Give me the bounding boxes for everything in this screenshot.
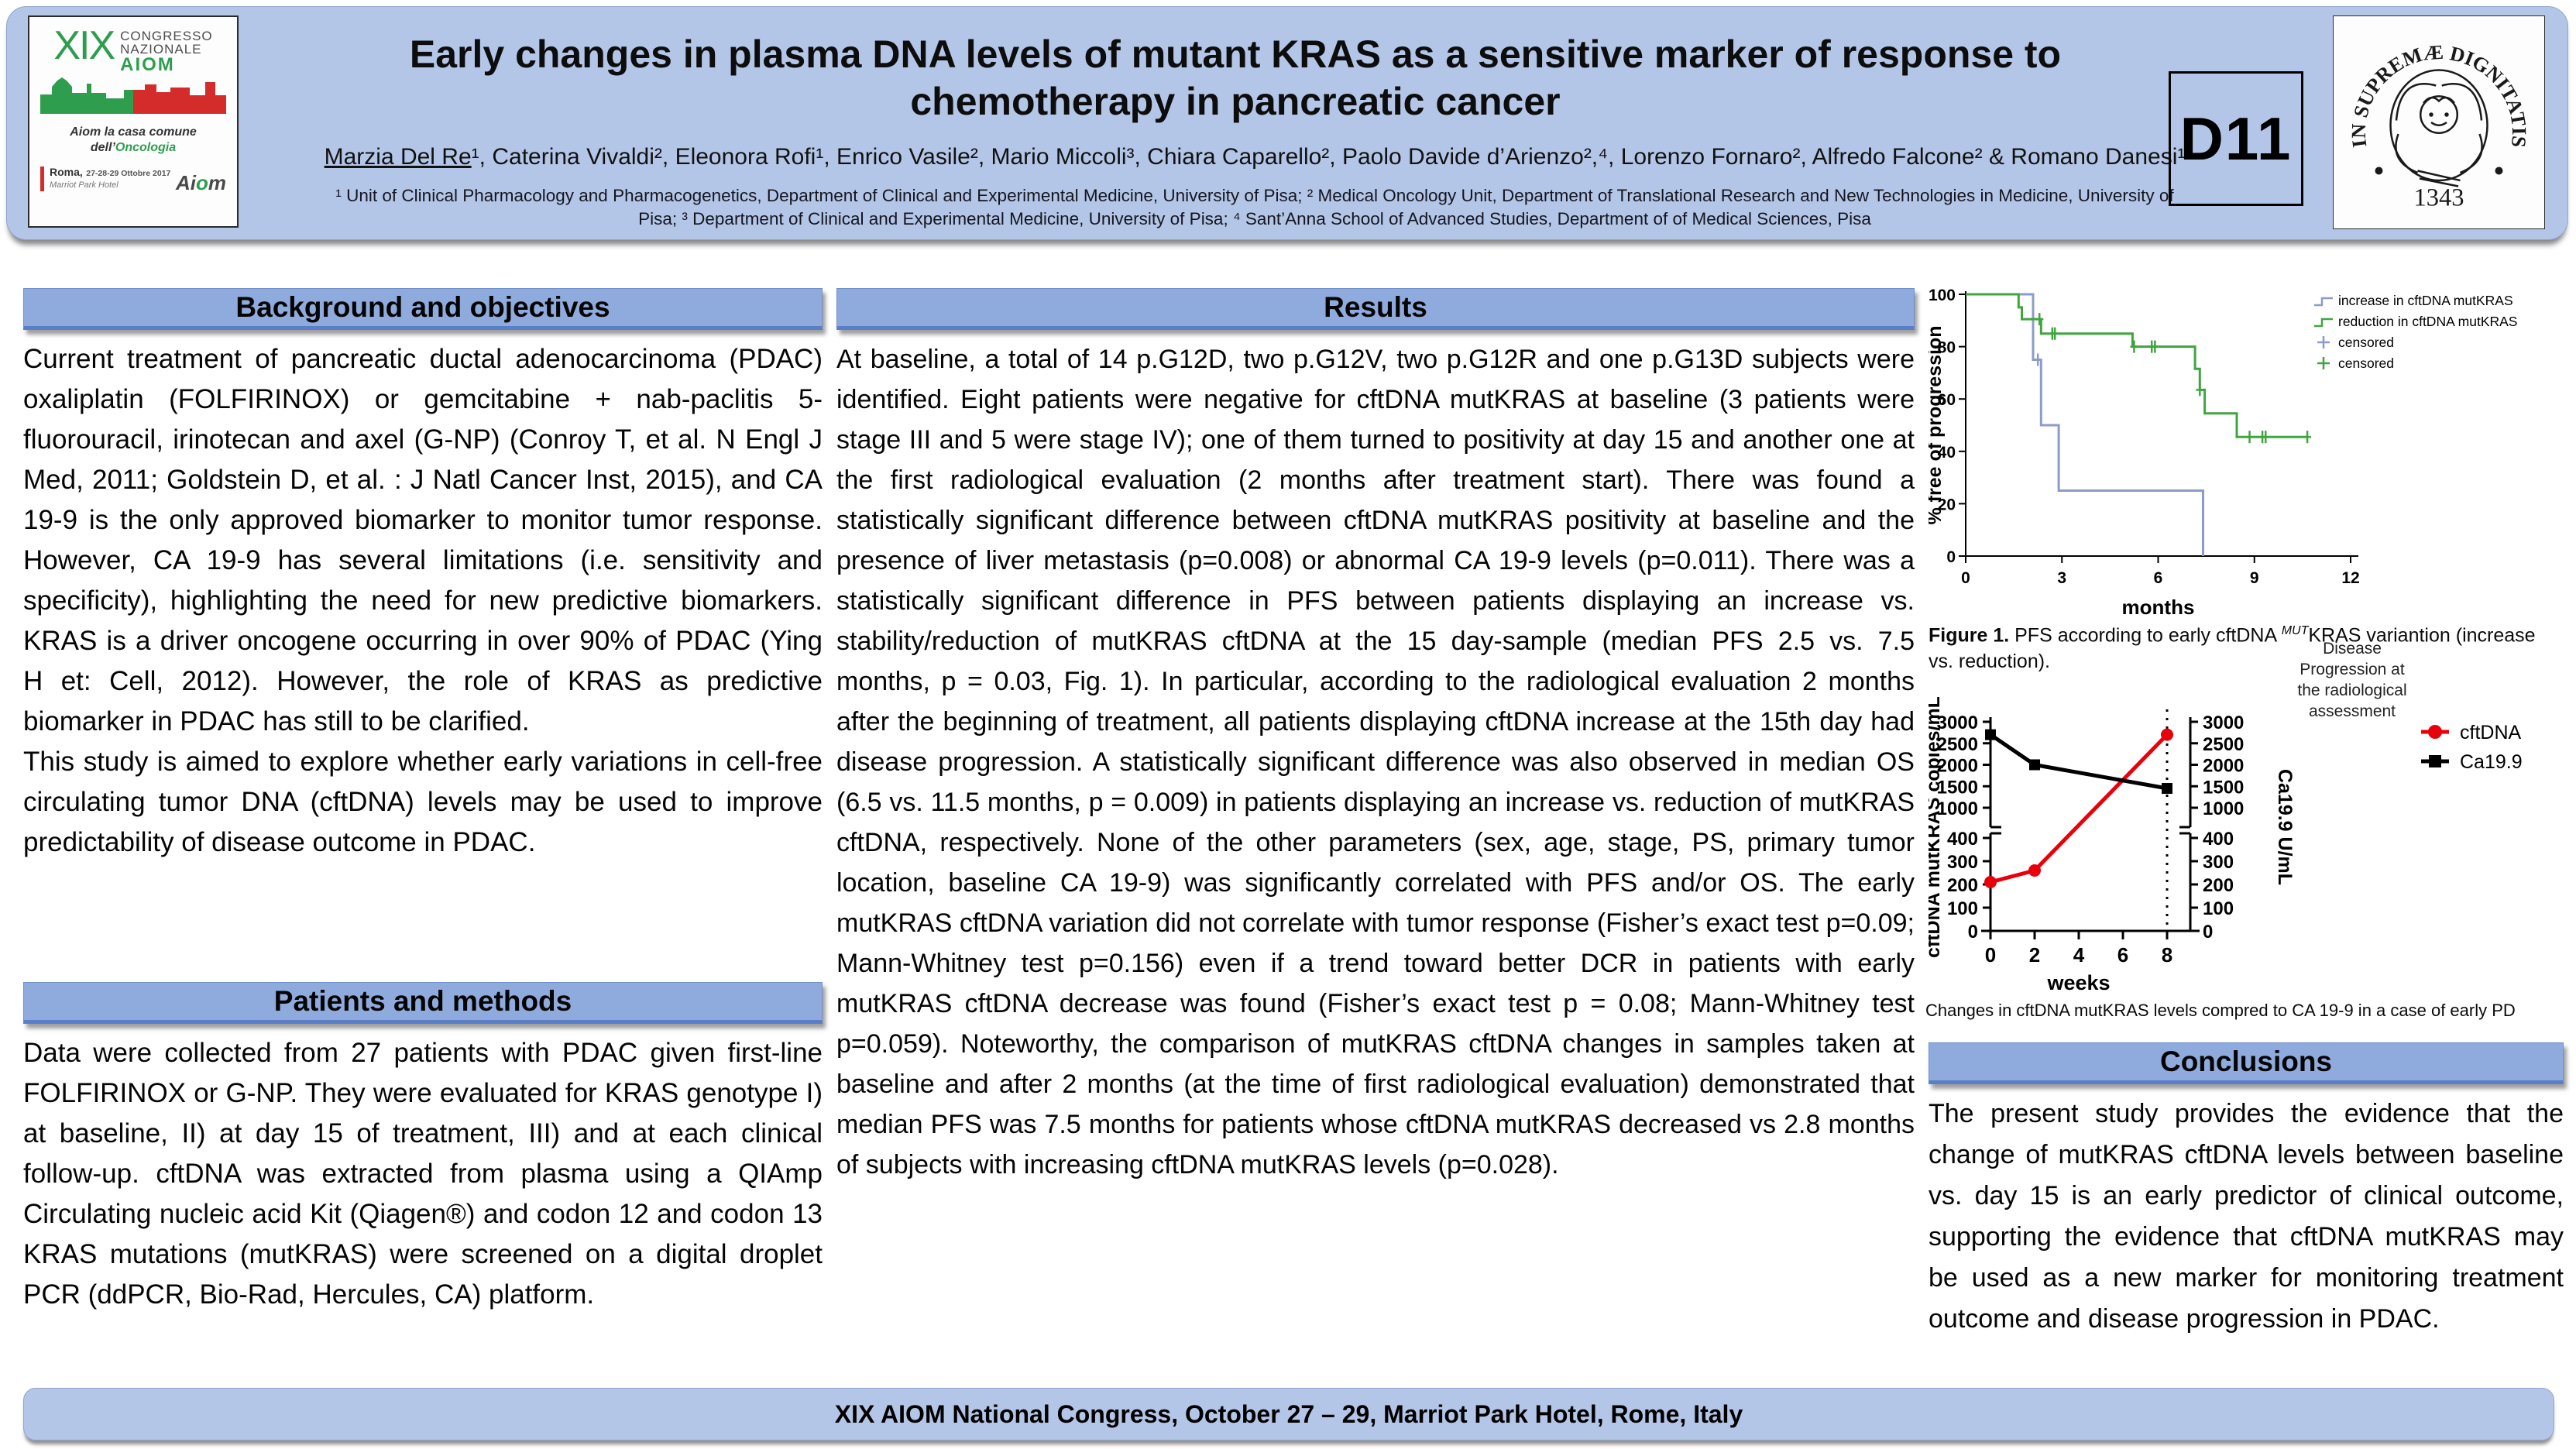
poster-number-badge: D11 bbox=[2169, 71, 2303, 206]
svg-text:1000: 1000 bbox=[2203, 798, 2244, 819]
svg-text:400: 400 bbox=[1947, 829, 1978, 850]
svg-text:400: 400 bbox=[2203, 829, 2234, 850]
svg-text:0: 0 bbox=[2203, 922, 2213, 943]
svg-text:200: 200 bbox=[1947, 875, 1978, 896]
poster-title: Early changes in plasma DNA levels of mu… bbox=[409, 33, 2062, 123]
svg-text:2500: 2500 bbox=[1937, 734, 1978, 755]
svg-text:80: 80 bbox=[1938, 339, 1956, 357]
svg-text:2: 2 bbox=[2029, 943, 2040, 967]
svg-text:9: 9 bbox=[2250, 569, 2259, 587]
brand-post: m bbox=[208, 171, 226, 194]
svg-text:6: 6 bbox=[2154, 569, 2163, 587]
pisa-seal-icon: IN SUPREMÆ DIGNITATIS 1343 bbox=[2348, 41, 2530, 212]
aiom-brand-mark: Aiom bbox=[175, 171, 226, 194]
congress-word-1: CONGRESSO bbox=[120, 29, 213, 43]
venue-hotel: Marriot Park Hotel bbox=[50, 180, 118, 190]
aiom-congress-logo: XIX CONGRESSO NAZIONALE AIOM Aiom la cas… bbox=[28, 15, 239, 228]
svg-text:300: 300 bbox=[1947, 852, 1978, 873]
disease-progression-annotation: Disease Progression at the radiological … bbox=[2297, 640, 2407, 720]
section-header-results: Results bbox=[836, 288, 1915, 330]
background-body: Current treatment of pancreatic ductal a… bbox=[23, 344, 823, 857]
congress-tagline-green: Oncologia bbox=[115, 141, 177, 154]
results-body: At baseline, a total of 14 p.G12D, two p… bbox=[836, 345, 1915, 1179]
svg-text:2000: 2000 bbox=[1937, 756, 1978, 777]
section-header-methods: Patients and methods bbox=[23, 982, 823, 1024]
svg-text:300: 300 bbox=[2203, 852, 2234, 873]
svg-text:3000: 3000 bbox=[2203, 712, 2244, 733]
brand-pre: Ai bbox=[175, 171, 196, 194]
figure1-caption-label: Figure 1. bbox=[1929, 624, 2010, 647]
rome-skyline-icon bbox=[40, 77, 226, 114]
svg-text:reduction in cftDNA mutKRAS: reduction in cftDNA mutKRAS bbox=[2338, 314, 2517, 329]
footer-congress-bar: XIX AIOM National Congress, October 27 –… bbox=[23, 1388, 2554, 1440]
km-chart-svg: 0 3 6 9 12 0 20 40 60 80 100 months % free of progre… bbox=[1929, 287, 2517, 618]
svg-text:100: 100 bbox=[1947, 898, 1978, 919]
first-author: Marzia Del Re bbox=[324, 144, 472, 170]
congress-tagline: Aiom la casa comune dell’Oncologia bbox=[40, 125, 226, 156]
svg-text:2000: 2000 bbox=[2203, 756, 2244, 777]
congress-aiom: AIOM bbox=[120, 54, 175, 75]
other-authors: , Caterina Vivaldi², Eleonora Rofi¹, Enr… bbox=[479, 144, 2186, 170]
svg-text:100: 100 bbox=[2203, 898, 2234, 919]
conclusions-body: The present study provides the evidence … bbox=[1929, 1099, 2564, 1334]
seal-year: 1343 bbox=[2414, 184, 2464, 212]
figure1-caption: Figure 1. PFS according to early cftDNA … bbox=[1929, 618, 2548, 675]
methods-body: Data were collected from 27 patients wit… bbox=[23, 1038, 823, 1310]
svg-text:0: 0 bbox=[1968, 922, 1978, 943]
svg-text:weeks: weeks bbox=[2046, 971, 2110, 994]
section-header-background: Background and objectives bbox=[23, 288, 823, 330]
svg-text:censored: censored bbox=[2338, 355, 2394, 371]
svg-text:3000: 3000 bbox=[1937, 712, 1978, 733]
svg-text:2500: 2500 bbox=[2203, 734, 2244, 755]
svg-text:months: months bbox=[2122, 596, 2195, 618]
svg-text:20: 20 bbox=[1938, 496, 1956, 513]
svg-text:1000: 1000 bbox=[1937, 798, 1978, 819]
svg-text:Ca19.9: Ca19.9 bbox=[2460, 751, 2523, 773]
svg-text:12: 12 bbox=[2341, 569, 2359, 587]
svg-text:6: 6 bbox=[2117, 943, 2128, 967]
svg-text:1500: 1500 bbox=[1937, 777, 1978, 798]
venue-city: Roma, bbox=[50, 166, 83, 178]
congress-venue: Roma, 27-28-29 Ottobre 2017 Marriot Park… bbox=[40, 167, 170, 191]
affiliations: ¹ Unit of Clinical Pharmacology and Phar… bbox=[335, 186, 2174, 228]
case-chart-svg: 0 2 4 6 8weeks100015002000250030000100200300… bbox=[1929, 697, 2523, 994]
svg-text:3: 3 bbox=[2057, 569, 2066, 587]
svg-text:8: 8 bbox=[2162, 943, 2172, 967]
svg-text:40: 40 bbox=[1938, 444, 1956, 462]
congress-word-2: NAZIONALE bbox=[120, 42, 202, 57]
svg-text:0: 0 bbox=[1961, 569, 1970, 587]
svg-text:% free of progression: % free of progression bbox=[1929, 326, 1946, 525]
venue-date: 27-28-29 Ottobre 2017 bbox=[86, 169, 171, 178]
first-author-sup: ¹ bbox=[471, 144, 479, 170]
svg-text:60: 60 bbox=[1938, 391, 1956, 409]
svg-text:Ca19.9 U/mL: Ca19.9 U/mL bbox=[2274, 769, 2296, 885]
congress-roman-numeral: XIX bbox=[53, 23, 115, 68]
university-of-pisa-seal: IN SUPREMÆ DIGNITATIS 1343 bbox=[2333, 15, 2545, 229]
svg-text:200: 200 bbox=[2203, 875, 2234, 896]
header-banner bbox=[6, 6, 2568, 240]
figure2-caption: Changes in cftDNA mutKRAS levels compred… bbox=[1925, 1001, 2516, 1020]
author-list: Marzia Del Re¹, Caterina Vivaldi², Eleon… bbox=[263, 144, 2246, 170]
brand-o: o bbox=[195, 171, 208, 194]
svg-text:0: 0 bbox=[1946, 548, 1956, 566]
svg-text:100: 100 bbox=[1929, 287, 1956, 304]
svg-text:0: 0 bbox=[1985, 943, 1996, 967]
svg-text:censored: censored bbox=[2338, 335, 2394, 350]
congress-tagline-dark: Aiom la casa comune dell’ bbox=[70, 125, 197, 154]
figure1-caption-sup: MUT bbox=[2281, 624, 2309, 637]
svg-text:cftDNA mutKRAS copies/mL: cftDNA mutKRAS copies/mL bbox=[1929, 697, 1944, 958]
section-header-conclusions: Conclusions bbox=[1929, 1042, 2564, 1084]
svg-text:1500: 1500 bbox=[2203, 777, 2244, 798]
svg-text:4: 4 bbox=[2073, 943, 2085, 967]
svg-text:increase in cftDNA mutKRAS: increase in cftDNA mutKRAS bbox=[2338, 293, 2513, 308]
figure1-caption-post: KRAS variantion (increase vs. reduction)… bbox=[1929, 624, 2536, 673]
svg-text:cftDNA: cftDNA bbox=[2460, 722, 2522, 743]
figure1-caption-pre: PFS according to early cftDNA bbox=[2009, 624, 2282, 647]
